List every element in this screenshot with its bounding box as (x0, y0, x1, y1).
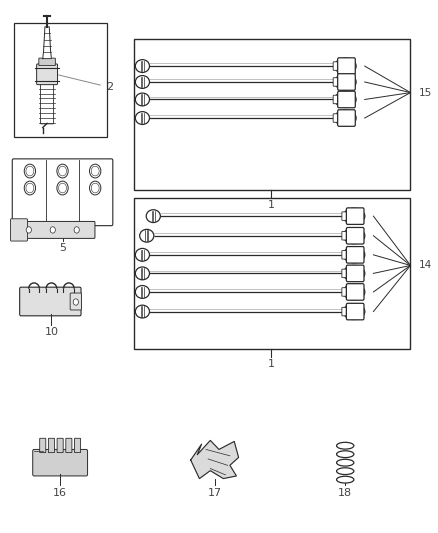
FancyBboxPatch shape (66, 438, 72, 453)
Ellipse shape (135, 93, 149, 106)
Bar (134, 38, 410, 190)
FancyBboxPatch shape (41, 83, 53, 124)
Circle shape (28, 168, 32, 174)
Circle shape (93, 185, 97, 191)
Text: 1: 1 (268, 200, 275, 210)
FancyBboxPatch shape (333, 78, 338, 86)
FancyBboxPatch shape (342, 212, 346, 220)
Ellipse shape (135, 60, 149, 72)
FancyBboxPatch shape (12, 159, 113, 225)
Text: 1: 1 (268, 359, 275, 369)
FancyBboxPatch shape (346, 228, 364, 244)
FancyBboxPatch shape (21, 221, 95, 238)
FancyBboxPatch shape (74, 438, 81, 453)
FancyBboxPatch shape (342, 288, 346, 296)
FancyBboxPatch shape (338, 74, 355, 90)
Ellipse shape (335, 92, 356, 108)
Circle shape (50, 227, 55, 233)
FancyBboxPatch shape (39, 58, 55, 66)
Ellipse shape (146, 209, 160, 223)
Text: 2: 2 (59, 75, 113, 92)
Polygon shape (191, 440, 239, 479)
Circle shape (59, 166, 67, 176)
Circle shape (57, 181, 68, 195)
FancyBboxPatch shape (57, 438, 63, 453)
FancyBboxPatch shape (20, 287, 81, 316)
FancyBboxPatch shape (338, 110, 355, 126)
Circle shape (74, 227, 79, 233)
Ellipse shape (335, 110, 356, 126)
Ellipse shape (335, 74, 356, 90)
Ellipse shape (336, 468, 354, 474)
Circle shape (28, 185, 32, 191)
Ellipse shape (343, 284, 365, 300)
Ellipse shape (135, 286, 149, 298)
Circle shape (93, 168, 97, 174)
Circle shape (59, 183, 67, 193)
Bar (14, 22, 107, 136)
Bar (134, 198, 410, 349)
Circle shape (60, 185, 65, 191)
FancyBboxPatch shape (342, 308, 346, 316)
Ellipse shape (343, 304, 365, 319)
Circle shape (91, 166, 99, 176)
Ellipse shape (336, 459, 354, 466)
Ellipse shape (135, 248, 149, 261)
Circle shape (26, 166, 34, 176)
Circle shape (26, 227, 32, 233)
FancyBboxPatch shape (346, 247, 364, 263)
Circle shape (89, 181, 101, 195)
FancyBboxPatch shape (333, 95, 338, 104)
FancyBboxPatch shape (70, 293, 81, 310)
FancyBboxPatch shape (333, 62, 338, 70)
FancyBboxPatch shape (40, 438, 46, 453)
Circle shape (60, 168, 65, 174)
Ellipse shape (135, 305, 149, 318)
Text: 16: 16 (53, 488, 67, 498)
Circle shape (57, 164, 68, 178)
Ellipse shape (343, 247, 365, 263)
Ellipse shape (135, 111, 149, 124)
Ellipse shape (135, 76, 149, 88)
FancyBboxPatch shape (346, 265, 364, 281)
Ellipse shape (336, 442, 354, 449)
FancyBboxPatch shape (342, 251, 346, 259)
Circle shape (24, 164, 35, 178)
Text: 14: 14 (419, 261, 432, 270)
FancyBboxPatch shape (346, 284, 364, 300)
Text: 5: 5 (59, 243, 66, 253)
Ellipse shape (135, 267, 149, 280)
Polygon shape (43, 27, 51, 59)
Ellipse shape (335, 58, 356, 74)
FancyBboxPatch shape (346, 303, 364, 320)
Ellipse shape (140, 229, 154, 242)
Ellipse shape (336, 451, 354, 458)
Text: 17: 17 (208, 488, 222, 498)
Circle shape (73, 299, 78, 305)
FancyBboxPatch shape (342, 231, 346, 240)
Text: 15: 15 (419, 87, 432, 98)
Ellipse shape (343, 208, 365, 224)
FancyBboxPatch shape (338, 58, 355, 74)
Text: 10: 10 (44, 327, 58, 337)
FancyBboxPatch shape (346, 208, 364, 224)
FancyBboxPatch shape (33, 449, 88, 476)
FancyBboxPatch shape (338, 91, 355, 108)
Circle shape (89, 164, 101, 178)
FancyBboxPatch shape (37, 64, 57, 85)
Ellipse shape (336, 477, 354, 483)
FancyBboxPatch shape (333, 114, 338, 122)
Text: 18: 18 (338, 488, 352, 498)
FancyBboxPatch shape (342, 269, 346, 278)
Circle shape (24, 181, 35, 195)
FancyBboxPatch shape (11, 219, 28, 241)
Circle shape (91, 183, 99, 193)
Ellipse shape (343, 265, 365, 281)
FancyBboxPatch shape (48, 438, 54, 453)
Ellipse shape (343, 228, 365, 244)
Circle shape (26, 183, 34, 193)
